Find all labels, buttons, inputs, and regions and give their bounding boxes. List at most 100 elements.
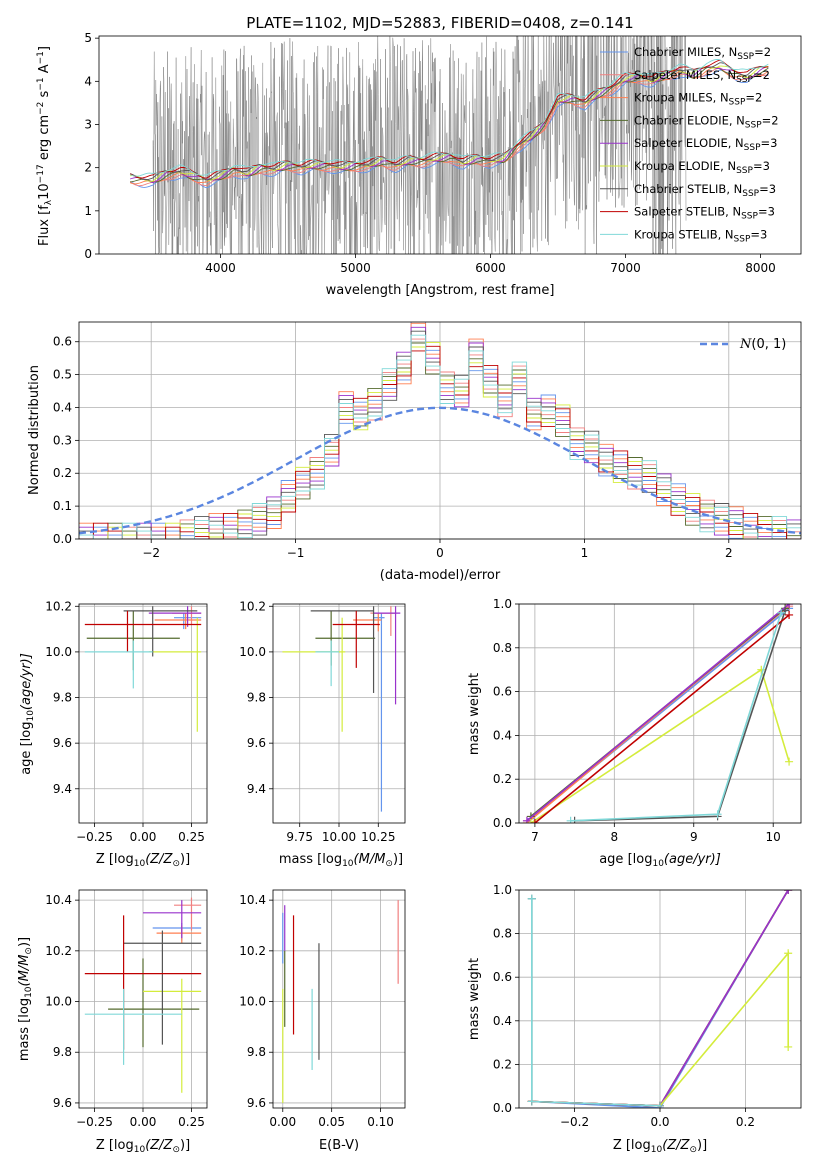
label-part: )] [697,1138,707,1153]
tick-label-y: 1.0 [493,883,512,897]
tick-label-x: 10 [766,830,781,844]
label-part: 10 [26,710,36,722]
label-part: −1 [36,77,46,90]
tick-label-y: 9.4 [53,782,72,796]
tick-label-y: 10.2 [45,599,72,613]
tick-label-y: 10.4 [45,893,72,907]
tick-label-y: 2 [84,161,92,175]
label-part: erg cm [37,115,52,164]
label-part: Chabrier ELODIE, N [634,113,745,127]
legend-entry: Salpeter STELIB, NSSP=3 [634,205,775,222]
histogram-series [79,341,801,539]
weight-marker [527,1097,536,1106]
label-part: 10 [651,1145,663,1155]
errorbar-group [84,897,202,1093]
tick-label-y: 5 [84,31,92,45]
tick-label-x: 0.25 [178,830,205,844]
errorbar-group [282,900,399,1103]
tick-label-y: 9.4 [247,782,266,796]
label-part: ⊙ [24,947,34,955]
axes-frame [518,889,802,1109]
legend-symbol: N [739,337,752,352]
label-part: )] [17,937,32,947]
weight-marker [526,819,535,823]
label-part: =3 [753,159,770,173]
label-part: (age/yr)] [664,852,721,867]
tick-label-y: 0 [84,247,92,261]
label-part: SSP [736,166,753,176]
label-part: 10 [342,859,354,869]
label-part: SSP [736,75,753,85]
legend-entry: Salpeter ELODIE, NSSP=3 [634,136,777,153]
legend-entry: N(0, 1) [739,337,786,352]
tick-label-y: 0.3 [53,433,72,447]
label-part: 10 [652,859,664,869]
weight-marker [777,608,786,617]
label-part: SSP [729,98,746,108]
axes-frame [78,321,802,540]
x-axis-label: E(B-V) [319,1138,359,1153]
label-part: mass [log [17,998,32,1061]
tick-label-y: 0.4 [493,1014,512,1028]
label-part: SSP [737,52,754,62]
y-axis-label: age [log10(age/yr)] [19,653,36,775]
tick-label-y: 0.0 [53,532,72,546]
label-part: (M/M [354,852,386,867]
label-part: s [37,90,52,101]
normal-curve [79,406,801,535]
tick-label-y: 1 [84,204,92,218]
tick-label-x: 7 [531,830,539,844]
label-part: (Z/Z [662,1138,690,1153]
x-axis-label: Z [log10(Z/Z⊙)] [96,1138,190,1155]
tick-label-y: 0.2 [53,466,72,480]
y-axis-label: mass [log10(M/M⊙)] [17,937,34,1061]
label-part: Kroupa MILES, N [634,91,729,105]
histogram-series [79,322,801,539]
tick-label-x: 6000 [475,261,506,275]
label-part: ⊙ [385,859,393,869]
y-axis-label: Flux [fλ10−17 erg cm−2 s−1 A−1] [36,46,54,246]
histogram-series [79,322,801,539]
tick-label-x: −0.25 [76,830,113,844]
tick-label-x: 9.75 [286,830,313,844]
label-part: λ [44,199,54,205]
legend-entry: Kroupa STELIB, NSSP=3 [634,227,767,244]
tick-label-y: 10.2 [239,944,266,958]
tick-label-y: 10.4 [239,893,266,907]
y-axis-label: Normed distribution [27,365,42,495]
label-part: )] [393,852,403,867]
label-part: ⊙ [172,1145,180,1155]
weight-marker [784,890,793,894]
tick-label-x: 0.10 [367,1115,394,1129]
label-part: Salpeter ELODIE, N [634,136,744,150]
weight-line [530,668,790,823]
data-layer [79,36,801,1108]
tick-label-y: 0.8 [493,641,512,655]
weight-marker [784,1042,793,1051]
errorbar-group [282,606,401,812]
tick-label-y: 0.4 [493,728,512,742]
tick-label-y: 0.2 [493,772,512,786]
label-part: Z [log [613,1138,651,1153]
tick-label-y: 9.6 [53,1096,72,1110]
legend-entry: Kroupa ELODIE, NSSP=3 [634,159,770,176]
tick-label-y: 9.6 [247,736,266,750]
label-part: age [log [19,722,34,775]
tick-label-y: 3 [84,117,92,131]
tick-label-y: 9.8 [247,691,266,705]
tick-label-x: 2 [725,546,733,560]
tick-label-y: 10.2 [239,599,266,613]
tick-label-x: 10.00 [322,830,356,844]
frame-layer [75,35,802,1112]
legend-entry: Chabrier MILES, NSSP=2 [634,45,771,62]
label-part: SSP [745,120,762,130]
label-part: −17 [36,164,46,183]
label-part: Kroupa STELIB, N [634,227,734,241]
weight-line [574,610,786,822]
tick-label-x: 0.00 [269,1115,296,1129]
tick-label-y: 0.0 [493,1101,512,1115]
label-part: Z [log [96,852,134,867]
label-part: =2 [762,113,779,127]
x-axis-label: Z [log10(Z/Z⊙)] [613,1138,707,1155]
